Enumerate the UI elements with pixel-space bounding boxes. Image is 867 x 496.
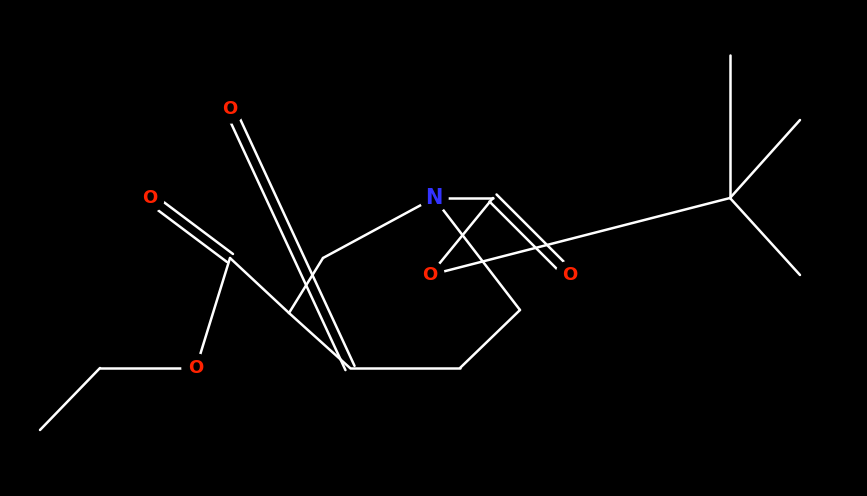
Text: O: O xyxy=(563,266,577,284)
Circle shape xyxy=(216,95,244,123)
Circle shape xyxy=(182,354,210,382)
Circle shape xyxy=(416,261,444,289)
Text: O: O xyxy=(422,266,438,284)
Text: N: N xyxy=(426,188,443,208)
Text: O: O xyxy=(142,189,158,207)
Text: O: O xyxy=(188,359,204,377)
Circle shape xyxy=(556,261,584,289)
Text: O: O xyxy=(222,100,238,118)
Circle shape xyxy=(136,184,164,212)
Circle shape xyxy=(420,184,448,212)
